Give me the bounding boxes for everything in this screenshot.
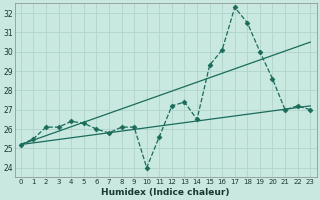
X-axis label: Humidex (Indice chaleur): Humidex (Indice chaleur)	[101, 188, 230, 197]
